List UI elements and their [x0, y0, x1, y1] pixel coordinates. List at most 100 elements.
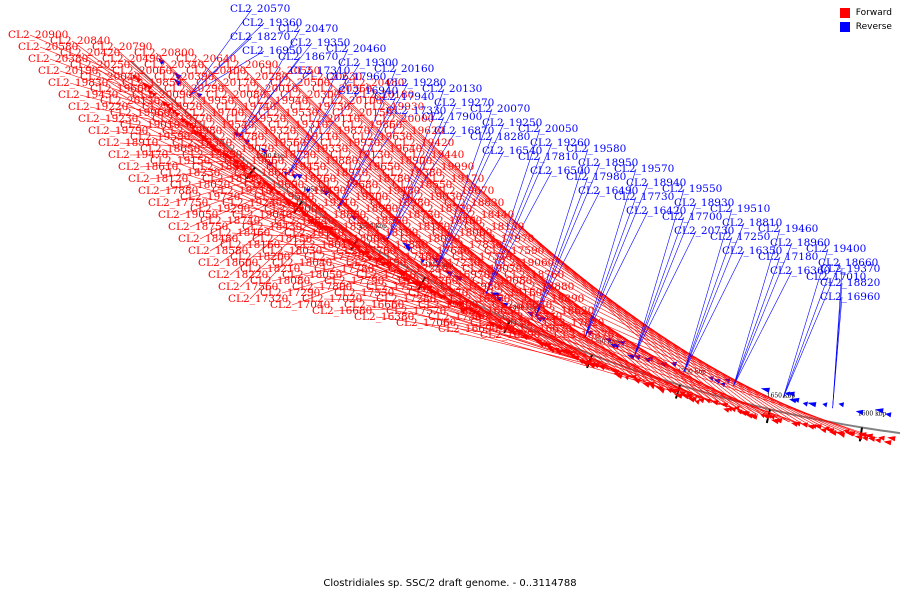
forward-gene-label: CL2_17270 [408, 287, 468, 299]
forward-gene-label: CL2_18140 [284, 227, 344, 239]
forward-gene-label: CL2_19200 [328, 191, 388, 203]
reverse-leader-line [188, 8, 253, 96]
forward-leader-line [241, 243, 352, 246]
reverse-leader-line [386, 130, 457, 240]
forward-gene-label: CL2_18840 [274, 215, 334, 227]
forward-gene-label: CL2_20480 [344, 77, 404, 89]
forward-gene-label: CL2_19530 [258, 107, 318, 119]
forward-leader-line [411, 226, 672, 392]
forward-gene-label: CL2_19030 [402, 191, 462, 203]
forward-leader-line [449, 316, 666, 390]
forward-leader-line [361, 166, 632, 378]
forward-leader-line [263, 226, 407, 277]
forward-gene-label: CL2_17820 [544, 317, 604, 329]
reverse-gene-label: CL2_18660 [818, 257, 878, 269]
forward-gene-label: CL2_17640 [410, 245, 470, 257]
forward-leader-line [575, 334, 877, 439]
forward-leader-line [333, 306, 463, 312]
reverse-leader-line [733, 256, 781, 386]
forward-gene-label: CL2_18110 [202, 173, 262, 185]
forward-gene-label: CL2_18460 [210, 227, 270, 239]
forward-gene-label: CL2_18910 [98, 137, 158, 149]
forward-gene-label: CL2_18160 [220, 239, 280, 251]
forward-gene-label: CL2_18750 [168, 221, 228, 233]
forward-gene-label: CL2_19870 [310, 125, 370, 137]
forward-gene-label: CL2_18980 [370, 197, 430, 209]
forward-gene-label: CL2_17590 [484, 245, 544, 257]
forward-feature [457, 302, 465, 307]
forward-gene-label: CL2_18550 [392, 179, 452, 191]
reverse-gene-label: CL2_17940 [374, 91, 434, 103]
forward-leader-line [271, 258, 376, 282]
forward-gene-label: CL2_19210 [296, 197, 356, 209]
forward-gene-label: CL2_19380 [382, 167, 442, 179]
forward-gene-label: CL2_18010 [294, 239, 354, 251]
reverse-leader-line [189, 50, 265, 96]
forward-gene-label: CL2_16680 [312, 305, 372, 317]
forward-gene-label: CL2_16340 [502, 311, 562, 323]
forward-leader-line [221, 220, 336, 234]
reverse-gene-label: CL2_19550 [662, 183, 722, 195]
forward-gene-label: CL2_16660 [344, 299, 404, 311]
forward-gene-label: CL2_19130 [330, 149, 390, 161]
forward-gene-label: CL2_19080 [472, 275, 532, 287]
forward-leader-line [371, 178, 640, 381]
forward-gene-label: CL2_18400 [422, 215, 482, 227]
forward-feature [188, 122, 194, 128]
reverse-gene-label: CL2_17310 [290, 65, 350, 77]
forward-gene-label: CL2_19340 [172, 137, 232, 149]
forward-feature [828, 430, 837, 436]
reverse-feature [713, 378, 721, 384]
forward-gene-label: CL2_19540 [194, 119, 254, 131]
reverse-leader-line [485, 156, 541, 294]
forward-gene-label: CL2_17880 [138, 185, 198, 197]
forward-gene-label: CL2_19780 [204, 131, 264, 143]
forward-gene-label: CL2_20420 [60, 47, 120, 59]
reverse-leader-line [386, 102, 457, 240]
reverse-leader-line [386, 88, 445, 240]
reverse-feature [266, 160, 274, 167]
reverse-feature [291, 173, 298, 180]
reverse-gene-label: CL2_16950 [242, 45, 302, 57]
tick-label: 1850 kbp [425, 262, 454, 269]
forward-gene-label: CL2_20300 [280, 89, 340, 101]
forward-gene-label: CL2_17840 [368, 239, 428, 251]
forward-feature [360, 250, 367, 256]
forward-gene-label: CL2_19000 [264, 203, 324, 215]
forward-leader-line [189, 190, 274, 228]
reverse-feature [536, 317, 543, 322]
reverse-leader-line [733, 228, 781, 386]
forward-gene-label: CL2_18000 [326, 233, 386, 245]
reverse-leader-line [535, 162, 601, 317]
forward-gene-label: CL2_17060 [396, 317, 456, 329]
reverse-leader-line [238, 70, 313, 138]
forward-leader-line [79, 94, 185, 122]
forward-gene-label: CL2_18030 [262, 245, 322, 257]
forward-gene-label: CL2_19170 [424, 173, 484, 185]
forward-leader-line [215, 124, 405, 276]
reverse-leader-line [535, 190, 601, 317]
forward-gene-label: CL2_17530 [334, 287, 394, 299]
forward-gene-label: CL2_17280 [376, 293, 436, 305]
reverse-leader-line [782, 262, 841, 399]
forward-gene-label: CL2_20630 [302, 71, 362, 83]
forward-gene-label: CL2_20060 [112, 65, 172, 77]
forward-leader-line [69, 82, 177, 115]
forward-gene-label: CL2_18130 [464, 221, 524, 233]
reverse-gene-label: CL2_20050 [518, 123, 578, 135]
forward-leader-line [159, 172, 250, 192]
forward-feature [887, 436, 896, 442]
reverse-feature [802, 401, 808, 407]
forward-gene-label: CL2_19980 [162, 125, 222, 137]
forward-gene-label: CL2_19440 [404, 149, 464, 161]
forward-gene-label: CL2_18620 [534, 305, 594, 317]
forward-feature [231, 157, 241, 166]
forward-gene-label: CL2_18830 [444, 197, 504, 209]
forward-gene-label: CL2_19010 [120, 119, 180, 131]
forward-gene-label: CL2_20690 [218, 59, 278, 71]
reverse-leader-line [337, 110, 409, 209]
reverse-gene-label: CL2_19360 [242, 17, 302, 29]
reverse-leader-line [485, 142, 553, 294]
reverse-gene-label: CL2_19400 [806, 243, 866, 255]
reverse-gene-label: CL2_19270 [434, 97, 494, 109]
